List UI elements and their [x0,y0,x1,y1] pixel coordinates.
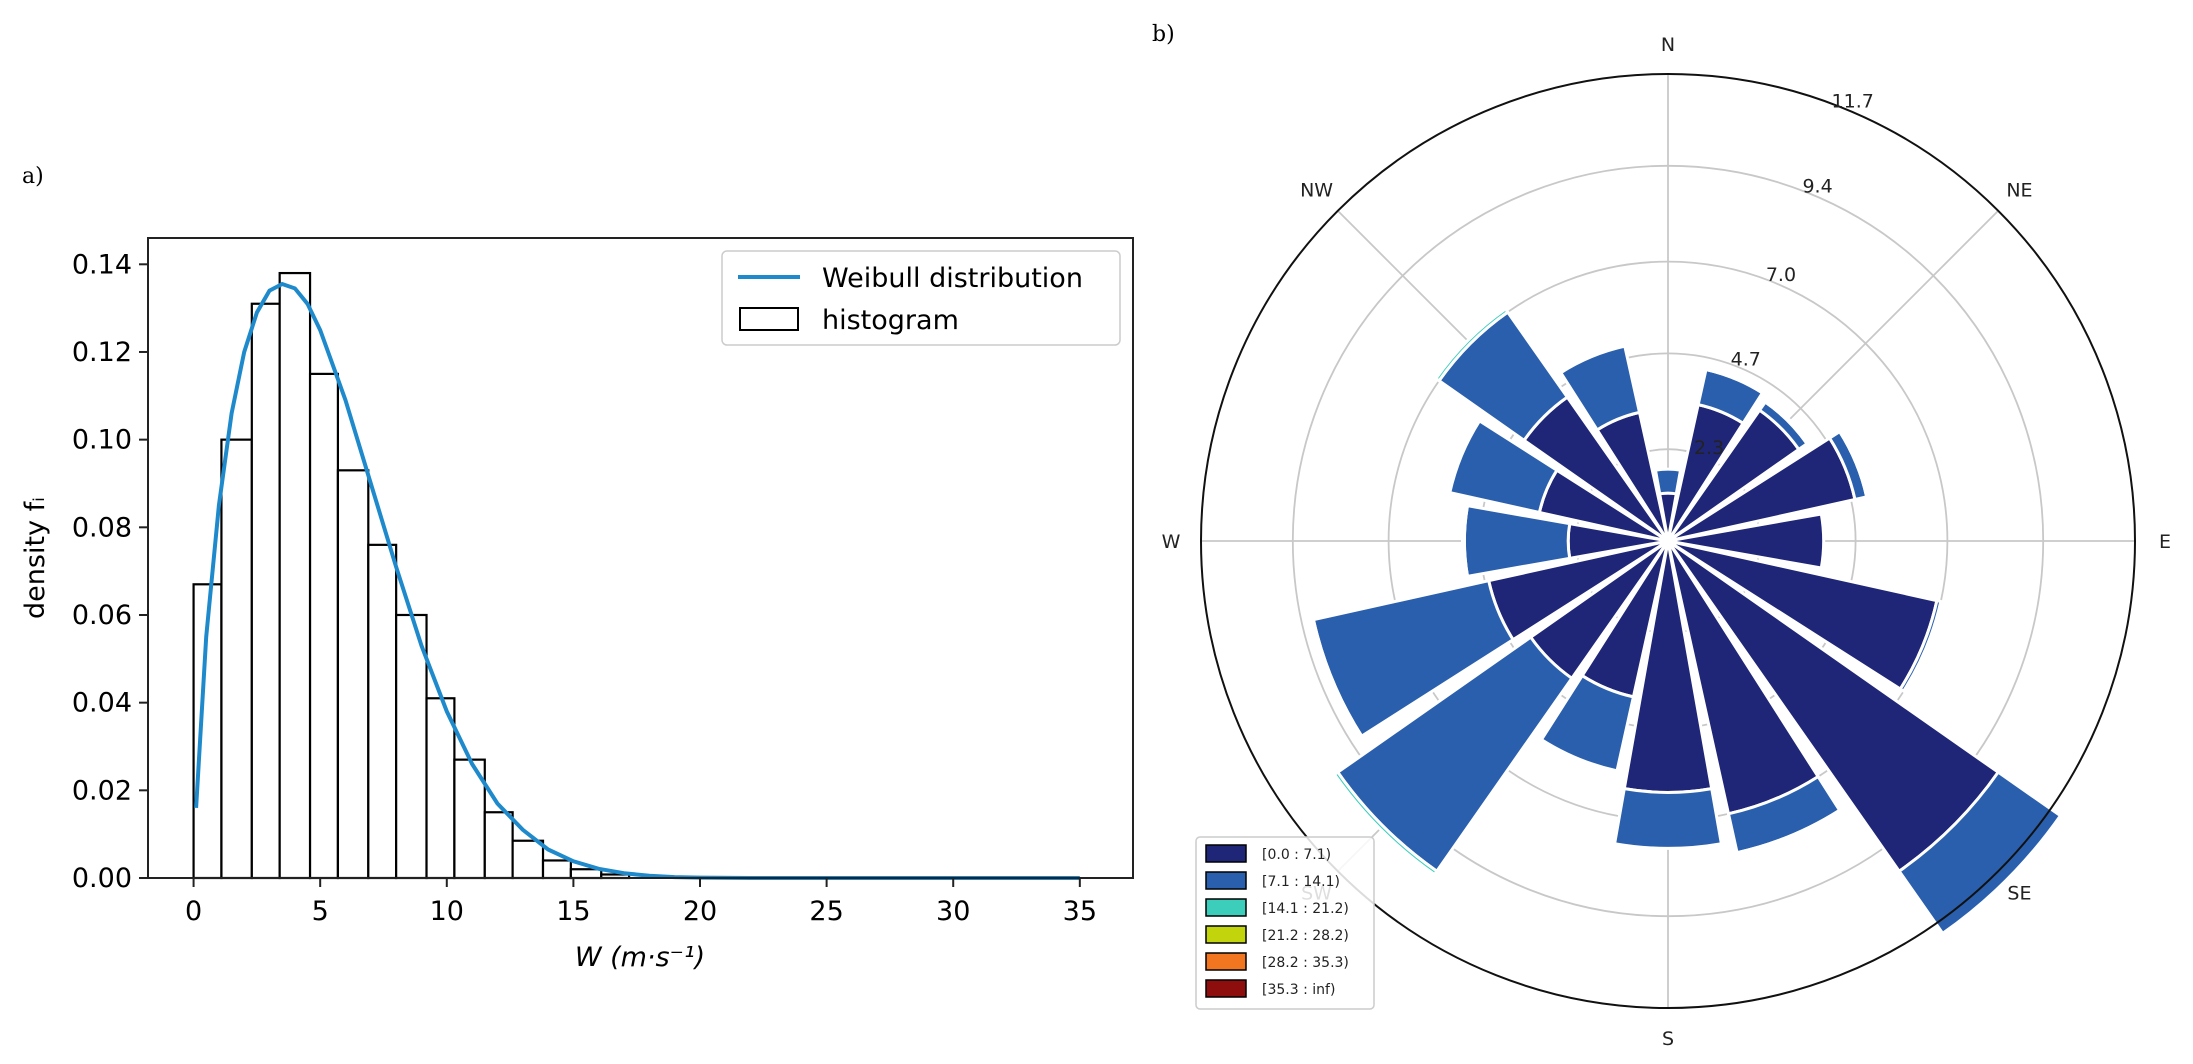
windrose-sector-bin [1898,598,1943,694]
y-tick-label: 0.10 [72,425,132,456]
histogram-bar [336,469,370,880]
legend-box [721,250,1121,346]
windrose-direction-label: N [1661,34,1675,56]
windrose-legend-swatch [1205,844,1247,863]
panel-a-label: a) [22,164,44,189]
x-tick-label: 10 [430,896,464,927]
windrose-legend-swatch [1205,898,1247,917]
histogram-bar [511,839,545,880]
windrose-sector-bin [1433,306,1510,383]
windrose-legend-label: [14.1 : 21.2) [1262,901,1349,917]
windrose-sector-bin [1763,398,1811,446]
windrose-legend-label: [21.2 : 28.2) [1262,928,1349,944]
y-axis-ticks: 0.00 0.02 0.04 0.06 0.08 0.10 0.12 0.14 [72,249,148,894]
histogram-bars [192,271,631,880]
windrose-direction-label: NW [1300,180,1333,202]
windrose-legend: [0.0 : 7.1) [7.1 : 14.1) [14.1 : 21.2) [21.… [1195,836,1375,1010]
windrose-radial-label: 4.7 [1731,349,1761,371]
y-tick-label: 0.12 [72,337,132,368]
windrose-radial-label: 9.4 [1802,175,1832,197]
histogram-legend: Weibull distribution histogram [721,250,1121,346]
legend-weibull-label: Weibull distribution [822,263,1083,294]
windrose-sector-bin [1653,467,1683,496]
histogram-bar [250,302,281,880]
windrose-radial-label: 11.7 [1832,91,1874,113]
windrose-sector-bin [1539,673,1636,773]
windrose-sector-bin [1837,428,1871,499]
y-axis-label: density fᵢ [20,497,51,619]
y-tick-label: 0.08 [72,512,132,543]
histogram-bar [395,613,428,880]
x-axis-label: W (m·s⁻¹) [575,942,705,973]
windrose-legend-swatch [1205,952,1247,971]
legend-histogram-swatch [739,307,799,331]
windrose-legend-label: [28.2 : 35.3) [1262,955,1349,971]
windrose-outer-circle [1200,73,2136,1009]
histogram-bar [220,438,253,880]
windrose-sectors [1309,306,2063,936]
windrose-sector-bin [1704,365,1766,396]
windrose-sector-bin [1667,512,1826,570]
x-tick-label: 15 [556,896,590,927]
histogram-bar [278,271,312,880]
windrose-radial-label: 7.0 [1766,264,1796,286]
x-tick-label: 20 [683,896,717,927]
y-tick-label: 0.06 [72,600,132,631]
windrose-direction-label: W [1162,531,1181,553]
windrose-legend-label: [0.0 : 7.1) [1262,847,1331,863]
windrose-sector-bin [1332,770,1439,877]
windrose-legend-label: [7.1 : 14.1) [1262,874,1340,890]
histogram-bar [569,868,603,880]
y-tick-label: 0.00 [72,863,132,894]
windrose-grid-ring [1291,164,2045,918]
windrose-sector-bin [1735,808,1843,857]
windrose-sector-bin [1309,617,1364,740]
windrose-direction-label: S [1662,1028,1674,1050]
histogram-axes-frame [147,237,1134,879]
x-tick-label: 30 [936,896,970,927]
histogram-bar [541,859,572,880]
x-tick-label: 5 [312,896,329,927]
y-tick-label: 0.04 [72,688,132,719]
windrose-sector-bin [1461,503,1470,579]
windrose-legend-swatch [1205,979,1247,998]
windrose-sector-bin [1897,770,2063,936]
windrose-direction-label: NE [2006,180,2032,202]
windrose-legend-swatch [1205,871,1247,890]
windrose-sector-bin [1448,418,1559,515]
windrose-legend-label: [35.3 : inf) [1262,982,1335,998]
y-tick-label: 0.14 [72,249,132,280]
histogram-bar [308,372,340,880]
legend-histogram-label: histogram [822,305,959,336]
windrose-sector-bin [1612,786,1724,850]
x-tick-label: 35 [1063,896,1097,927]
x-tick-label: 0 [185,896,202,927]
histogram-bar [425,697,456,880]
y-tick-label: 0.02 [72,775,132,806]
windrose-legend-swatch [1205,925,1247,944]
panel-b-label: b) [1152,22,1175,47]
windrose-sector-bin [1558,344,1642,432]
windrose-panel: 2.34.77.09.411.7 NNEESESSWWNW [0.0 : 7.1… [1162,34,2171,1050]
windrose-radial-labels: 2.3 4.7 7.0 9.4 11.7 [1694,91,1874,460]
x-axis-ticks: 0 5 10 15 20 25 30 35 [185,878,1097,927]
windrose-direction-label: E [2159,531,2171,553]
windrose-radial-label: 2.3 [1694,437,1724,459]
histogram-panel: 0 5 10 15 20 25 30 35 0.000.020.040.060.080.100… [20,237,1134,973]
x-tick-label: 25 [809,896,843,927]
histogram-bar [367,543,398,880]
histogram-bar [483,811,514,880]
windrose-direction-label: SE [2007,882,2031,904]
